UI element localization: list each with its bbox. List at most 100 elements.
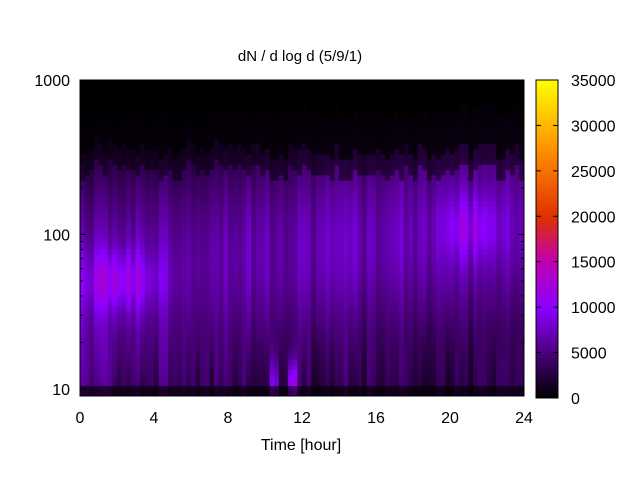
heatmap-cell <box>362 306 368 313</box>
heatmap-cell <box>265 211 271 218</box>
heatmap-cell <box>214 190 220 197</box>
heatmap-cell <box>380 322 386 329</box>
heatmap-cell <box>376 290 382 297</box>
heatmap-cell <box>352 227 359 234</box>
heatmap-cell <box>306 174 312 181</box>
heatmap-cell <box>274 116 280 123</box>
heatmap-cell <box>135 90 141 97</box>
heatmap-cell <box>325 285 331 292</box>
heatmap-cell <box>255 269 261 276</box>
heatmap-cell <box>181 385 187 392</box>
heatmap-cell <box>357 327 363 334</box>
heatmap-cell <box>204 306 211 313</box>
heatmap-cell <box>297 185 303 192</box>
heatmap-cell <box>334 390 340 396</box>
heatmap-cell <box>431 159 437 165</box>
heatmap-cell <box>241 248 248 255</box>
heatmap-cell <box>380 232 386 239</box>
heatmap-cell <box>121 195 127 202</box>
heatmap-cell <box>385 274 391 281</box>
heatmap-cell <box>200 222 206 229</box>
heatmap-cell <box>218 238 224 244</box>
heatmap-cell <box>440 111 446 118</box>
heatmap-cell <box>167 269 174 276</box>
heatmap-cell <box>204 216 211 223</box>
heatmap-cell <box>154 259 160 265</box>
heatmap-cell <box>422 216 428 223</box>
heatmap-cell <box>80 143 86 150</box>
heatmap-cell <box>154 285 160 292</box>
heatmap-cell <box>297 306 303 313</box>
heatmap-cell <box>191 90 197 97</box>
heatmap-cell <box>348 359 354 365</box>
heatmap-cell <box>315 306 322 313</box>
heatmap-cell <box>334 359 340 365</box>
heatmap-cell <box>158 153 164 160</box>
heatmap-cell <box>394 353 400 360</box>
heatmap-cell <box>311 111 317 118</box>
heatmap-cell <box>283 232 289 239</box>
heatmap-cell <box>89 274 95 281</box>
heatmap-cell <box>352 306 359 313</box>
heatmap-cell <box>325 348 331 355</box>
heatmap-cell <box>172 253 178 260</box>
heatmap-cell <box>315 280 322 286</box>
heatmap-cell <box>417 306 423 313</box>
heatmap-cell <box>376 348 382 355</box>
heatmap-cell <box>177 222 183 229</box>
heatmap-cell <box>357 380 363 387</box>
heatmap-cell <box>417 90 423 97</box>
heatmap-cell <box>315 169 322 176</box>
heatmap-cell <box>408 264 414 271</box>
heatmap-cell <box>454 317 460 323</box>
heatmap-cell <box>241 374 248 381</box>
heatmap-cell <box>112 274 118 281</box>
heatmap-cell <box>149 243 155 250</box>
heatmap-cell <box>218 159 224 165</box>
heatmap-cell <box>204 95 211 102</box>
heatmap-cell <box>274 106 280 113</box>
heatmap-cell <box>339 374 345 381</box>
heatmap-cell <box>186 216 192 223</box>
heatmap-cell <box>292 111 298 118</box>
heatmap-cell <box>329 137 335 144</box>
heatmap-cell <box>417 169 423 176</box>
heatmap-cell <box>232 380 238 387</box>
heatmap-cell <box>237 243 243 250</box>
heatmap-cell <box>167 122 174 128</box>
heatmap-cell <box>172 216 178 223</box>
heatmap-cell <box>246 85 252 92</box>
heatmap-cell <box>209 80 215 86</box>
heatmap-cell <box>339 380 345 387</box>
heatmap-cell <box>186 369 192 376</box>
heatmap-cell <box>186 264 192 271</box>
heatmap-cell <box>223 274 229 281</box>
heatmap-cell <box>362 301 368 308</box>
heatmap-cell <box>422 116 428 123</box>
heatmap-cell <box>135 338 141 344</box>
heatmap-cell <box>200 317 206 323</box>
heatmap-cell <box>454 195 460 202</box>
heatmap-cell <box>200 174 206 181</box>
heatmap-cell <box>144 374 150 381</box>
heatmap-cell <box>278 243 285 250</box>
heatmap-cell <box>459 106 465 113</box>
heatmap-cell <box>352 85 359 92</box>
heatmap-cell <box>422 95 428 102</box>
heatmap-cell <box>246 259 252 265</box>
heatmap-cell <box>223 353 229 360</box>
heatmap-cell <box>408 343 414 350</box>
heatmap-cell <box>376 80 382 86</box>
heatmap-cell <box>343 164 349 171</box>
heatmap-cell <box>311 322 317 329</box>
heatmap-cell <box>385 132 391 139</box>
heatmap-cell <box>417 264 423 271</box>
heatmap-cell <box>288 127 294 134</box>
heatmap-cell <box>283 259 289 265</box>
heatmap-cell <box>186 174 192 181</box>
heatmap-cell <box>366 216 372 223</box>
heatmap-cell <box>399 216 405 223</box>
heatmap-cell <box>232 127 238 134</box>
heatmap-cell <box>302 148 308 155</box>
heatmap-cell <box>278 295 285 302</box>
